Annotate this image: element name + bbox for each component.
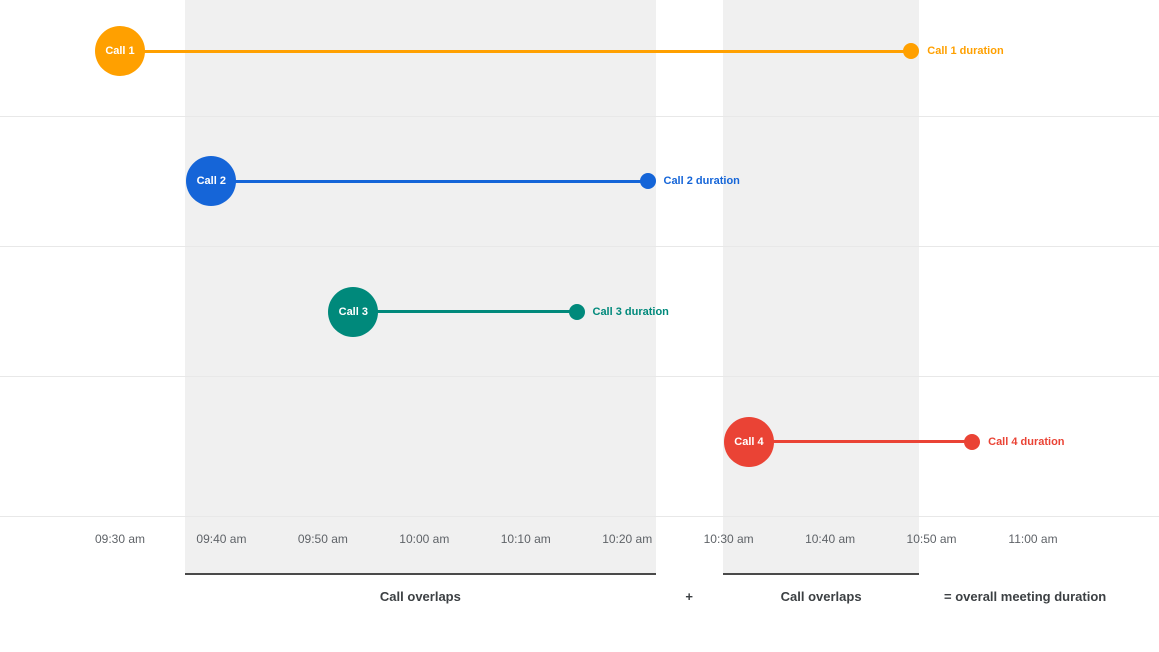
axis-tick-label: 09:40 am	[196, 532, 247, 546]
call-3-end-marker	[568, 303, 585, 320]
call-2-end-marker	[639, 173, 656, 190]
call-4-end-marker	[964, 433, 981, 450]
axis-tick-label: 10:30 am	[703, 532, 754, 546]
plus-sign: +	[685, 589, 694, 604]
overlap-region-2	[722, 0, 920, 575]
call-3-line	[353, 310, 577, 314]
call-1-duration-label: Call 1 duration	[927, 45, 1004, 57]
overlap-region-underline-1	[185, 573, 656, 575]
axis-tick-label: 11:00 am	[1008, 532, 1058, 546]
call-4-duration-label: Call 4 duration	[988, 435, 1065, 448]
call-2-line	[211, 179, 648, 183]
overlap-region-underline-2	[722, 573, 920, 575]
overlap-region-2-label: Call overlaps	[780, 589, 862, 604]
call-2-start-marker: Call 2	[186, 156, 237, 207]
call-1-line	[120, 49, 912, 53]
axis-tick-label: 10:50 am	[906, 532, 957, 546]
axis-tick-label: 10:20 am	[602, 532, 653, 546]
call-1-end-marker	[903, 43, 920, 59]
axis-tick-label: 10:00 am	[399, 532, 450, 546]
call-2-duration-label: Call 2 duration	[663, 175, 740, 188]
gridline	[0, 116, 1159, 117]
axis-tick-label: 10:10 am	[500, 532, 551, 546]
gridline	[0, 376, 1159, 377]
gridline	[0, 516, 1159, 517]
call-3-start-marker: Call 3	[328, 286, 379, 337]
axis-tick-label: 10:40 am	[805, 532, 856, 546]
call-4-line	[748, 440, 973, 444]
overlap-region-1-label: Call overlaps	[379, 589, 461, 604]
axis-tick-label: 09:50 am	[297, 532, 348, 546]
call-4-start-marker: Call 4	[723, 416, 774, 467]
overlap-region-1	[185, 0, 656, 575]
axis-tick-label: 09:30 am	[94, 532, 146, 546]
gridline	[0, 246, 1159, 247]
call-1-start-marker: Call 1	[95, 26, 145, 76]
call-3-duration-label: Call 3 duration	[592, 305, 669, 318]
overall-meeting-duration-label: = overall meeting duration	[944, 589, 1107, 604]
